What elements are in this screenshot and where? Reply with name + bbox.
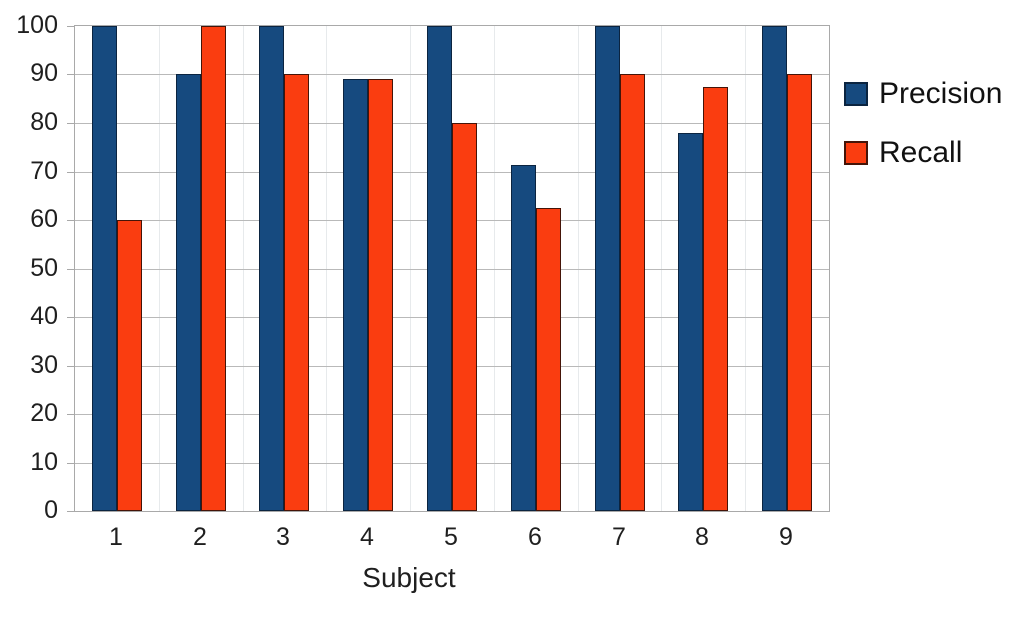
bar-precision-subject-8 — [678, 133, 703, 511]
legend: Precision Recall — [844, 77, 1003, 196]
bar-precision-subject-6 — [511, 165, 536, 511]
y-tick-label: 0 — [44, 496, 58, 524]
vertical-gridline — [159, 26, 160, 511]
vertical-gridline — [326, 26, 327, 511]
x-tick-label: 3 — [276, 523, 290, 551]
legend-label-recall: Recall — [879, 136, 963, 169]
bar-precision-subject-5 — [427, 26, 452, 511]
bar-recall-subject-2 — [201, 26, 226, 511]
y-axis-tick — [67, 463, 75, 464]
plot-area — [67, 25, 830, 512]
y-tick-label: 10 — [30, 448, 58, 476]
y-axis-tick — [67, 317, 75, 318]
x-tick-label: 5 — [444, 523, 458, 551]
recall-color-swatch — [844, 141, 868, 165]
y-axis-tick — [67, 172, 75, 173]
x-axis-title: Subject — [362, 562, 456, 593]
x-tick-label: 7 — [612, 523, 626, 551]
y-tick-label: 40 — [30, 302, 58, 330]
y-tick-label: 80 — [30, 108, 58, 136]
bar-precision-subject-9 — [762, 26, 787, 511]
vertical-gridline — [410, 26, 411, 511]
y-tick-label: 50 — [30, 254, 58, 282]
y-axis-tick — [67, 414, 75, 415]
y-tick-label: 30 — [30, 351, 58, 379]
vertical-gridline — [243, 26, 244, 511]
bar-precision-subject-4 — [343, 79, 368, 511]
y-axis-tick — [67, 123, 75, 124]
x-tick-label: 4 — [360, 523, 374, 551]
horizontal-gridline — [75, 74, 829, 75]
legend-label-precision: Precision — [879, 77, 1003, 110]
vertical-gridline — [661, 26, 662, 511]
y-axis-tick — [67, 74, 75, 75]
x-tick-label: 6 — [528, 523, 542, 551]
y-tick-label: 20 — [30, 399, 58, 427]
vertical-gridline — [745, 26, 746, 511]
bar-precision-subject-3 — [259, 26, 284, 511]
bar-precision-subject-7 — [595, 26, 620, 511]
bar-recall-subject-1 — [117, 220, 142, 511]
legend-item-recall: Recall — [844, 136, 1002, 169]
y-axis-tick — [67, 220, 75, 221]
bar-recall-subject-8 — [703, 87, 728, 511]
bar-recall-subject-3 — [284, 74, 309, 511]
x-tick-label: 1 — [109, 523, 123, 551]
y-axis-tick — [67, 366, 75, 367]
x-tick-label: 8 — [695, 523, 709, 551]
y-tick-label: 60 — [30, 205, 58, 233]
x-tick-label: 9 — [779, 523, 793, 551]
bar-precision-subject-2 — [176, 74, 201, 511]
y-tick-label: 100 — [16, 11, 58, 39]
y-axis-tick — [67, 26, 75, 27]
bar-recall-subject-7 — [620, 74, 645, 511]
bar-recall-subject-4 — [368, 79, 393, 511]
vertical-gridline — [494, 26, 495, 511]
y-axis-tick — [67, 269, 75, 270]
legend-item-precision: Precision — [844, 77, 1003, 110]
x-tick-label: 2 — [193, 523, 207, 551]
y-tick-label: 90 — [30, 59, 58, 87]
precision-color-swatch — [844, 82, 868, 106]
y-axis-tick — [67, 511, 75, 512]
vertical-gridline — [578, 26, 579, 511]
bar-recall-subject-9 — [787, 74, 812, 511]
bar-recall-subject-6 — [536, 208, 561, 511]
bar-precision-subject-1 — [92, 26, 117, 511]
bar-recall-subject-5 — [452, 123, 477, 511]
y-tick-label: 70 — [30, 157, 58, 185]
